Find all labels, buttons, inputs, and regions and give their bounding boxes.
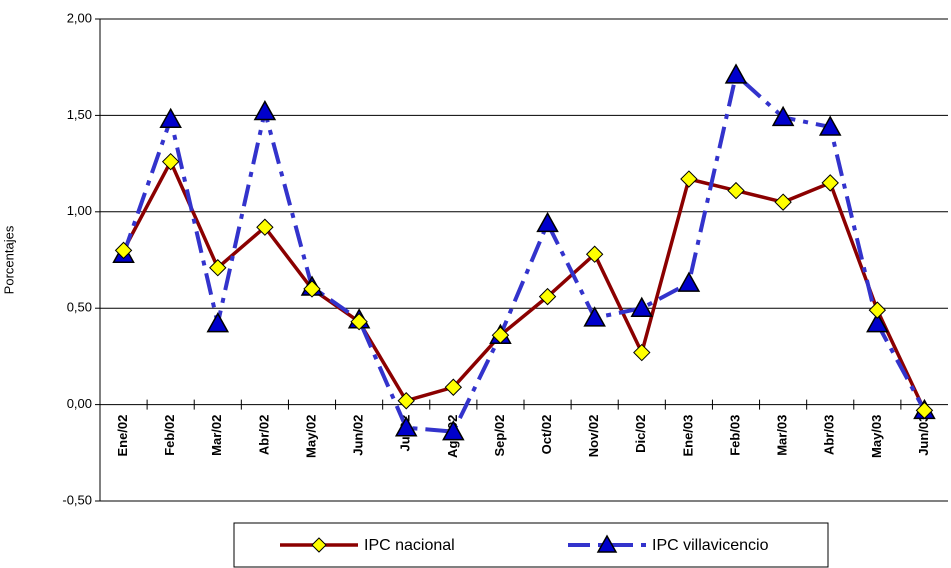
x-tick-label: May/03	[869, 415, 884, 458]
legend-label: IPC villavicencio	[652, 537, 769, 554]
x-tick-label: Jun/02	[351, 415, 366, 456]
triangle-marker	[630, 296, 654, 317]
x-tick-label: Oct/02	[539, 415, 554, 455]
x-tick-label: Dic/02	[633, 415, 648, 453]
triangle-marker	[253, 99, 277, 121]
diamond-marker	[868, 301, 887, 319]
legend-marker	[596, 534, 618, 553]
x-tick-label: Mar/03	[775, 415, 790, 456]
diamond-marker	[303, 280, 321, 298]
diamond-marker	[538, 287, 557, 306]
y-tick-label: 0,50	[67, 300, 92, 315]
series-line	[122, 157, 927, 412]
diamond-marker	[821, 174, 839, 192]
y-tick-label: 1,50	[67, 107, 92, 122]
diamond-marker	[491, 326, 510, 344]
triangle-marker	[583, 306, 606, 327]
y-axis-label: Porcentajes	[1, 225, 16, 294]
legend-marker	[311, 537, 327, 553]
x-tick-label: Jun/03	[916, 415, 931, 456]
series-line	[121, 71, 927, 434]
y-tick-label: -0,50	[62, 492, 92, 507]
y-tick-label: 2,00	[67, 10, 92, 25]
diamond-marker	[680, 170, 698, 188]
triangle-marker	[159, 107, 182, 129]
diamond-marker	[915, 401, 934, 420]
triangle-marker	[442, 420, 465, 441]
x-tick-label: Abr/02	[256, 415, 271, 455]
x-tick-label: Ene/03	[680, 415, 695, 457]
triangle-marker	[818, 115, 842, 136]
triangle-marker	[206, 312, 230, 333]
triangle-marker	[724, 63, 748, 84]
x-tick-label: Feb/02	[162, 415, 177, 456]
x-tick-label: Abr/03	[822, 415, 837, 455]
diamond-marker	[114, 241, 133, 260]
y-tick-label: 0,00	[67, 396, 92, 411]
diamond-marker	[633, 343, 651, 362]
triangle-marker	[394, 416, 418, 437]
diamond-marker	[350, 312, 368, 331]
triangle-marker	[866, 312, 889, 333]
y-tick-label: 1,00	[67, 203, 92, 218]
diamond-marker	[727, 181, 745, 200]
diamond-marker	[444, 378, 463, 396]
diamond-marker	[256, 218, 274, 236]
triangle-marker	[771, 105, 795, 127]
triangle-marker	[677, 271, 701, 292]
x-tick-label: Feb/03	[727, 415, 742, 456]
x-tick-label: Ene/02	[115, 415, 130, 457]
x-tick-label: May/02	[303, 415, 318, 458]
legend-label: IPC nacional	[364, 537, 455, 554]
diamond-marker	[397, 392, 415, 410]
x-tick-label: Mar/02	[209, 415, 224, 456]
diamond-marker	[585, 245, 604, 263]
diamond-marker	[209, 259, 227, 277]
x-tick-label: Nov/02	[586, 415, 601, 458]
triangle-marker	[536, 211, 559, 233]
x-tick-label: Sep/02	[492, 415, 507, 457]
diamond-marker	[161, 152, 180, 171]
diamond-marker	[774, 193, 792, 211]
